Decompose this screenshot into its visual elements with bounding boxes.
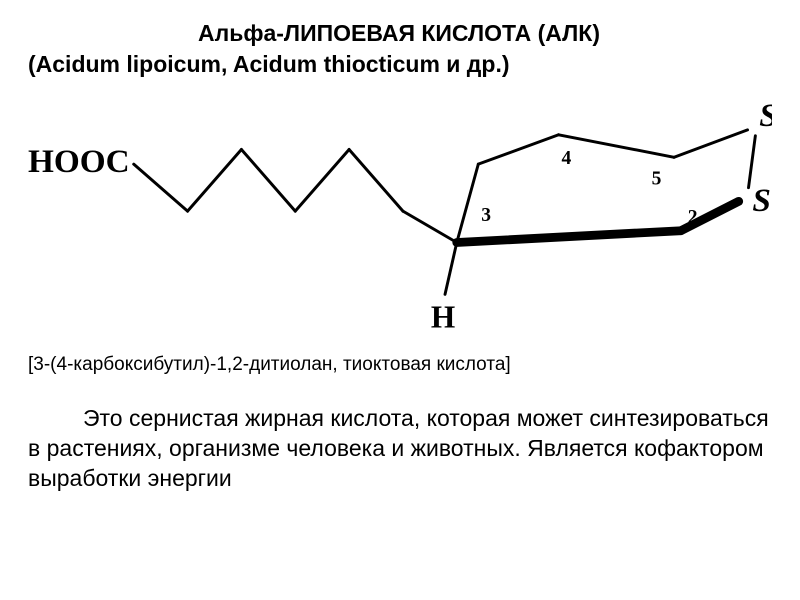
title-line-2: (Acidum lipoicum, Acidum thiocticum и др…	[28, 49, 772, 80]
svg-text:H: H	[431, 300, 455, 335]
svg-text:HOOC: HOOC	[28, 143, 130, 180]
svg-text:4: 4	[562, 148, 572, 169]
title-block: Альфа-ЛИПОЕВАЯ КИСЛОТА (АЛК) (Acidum lip…	[28, 18, 772, 80]
svg-text:2: 2	[688, 207, 698, 228]
body-paragraph: Это сернистая жирная кислота, которая мо…	[28, 404, 772, 494]
svg-text:S: S	[759, 97, 772, 134]
chemical-structure-diagram: HOOC S S H 3 4 5 2	[28, 88, 772, 348]
structure-svg: HOOC S S H 3 4 5 2	[28, 88, 772, 348]
svg-text:3: 3	[481, 205, 491, 226]
svg-text:S: S	[752, 182, 771, 219]
chemical-systematic-name: [3-(4-карбоксибутил)-1,2-дитиолан, тиокт…	[28, 354, 772, 376]
title-line-1: Альфа-ЛИПОЕВАЯ КИСЛОТА (АЛК)	[28, 18, 772, 49]
svg-text:5: 5	[652, 169, 662, 190]
